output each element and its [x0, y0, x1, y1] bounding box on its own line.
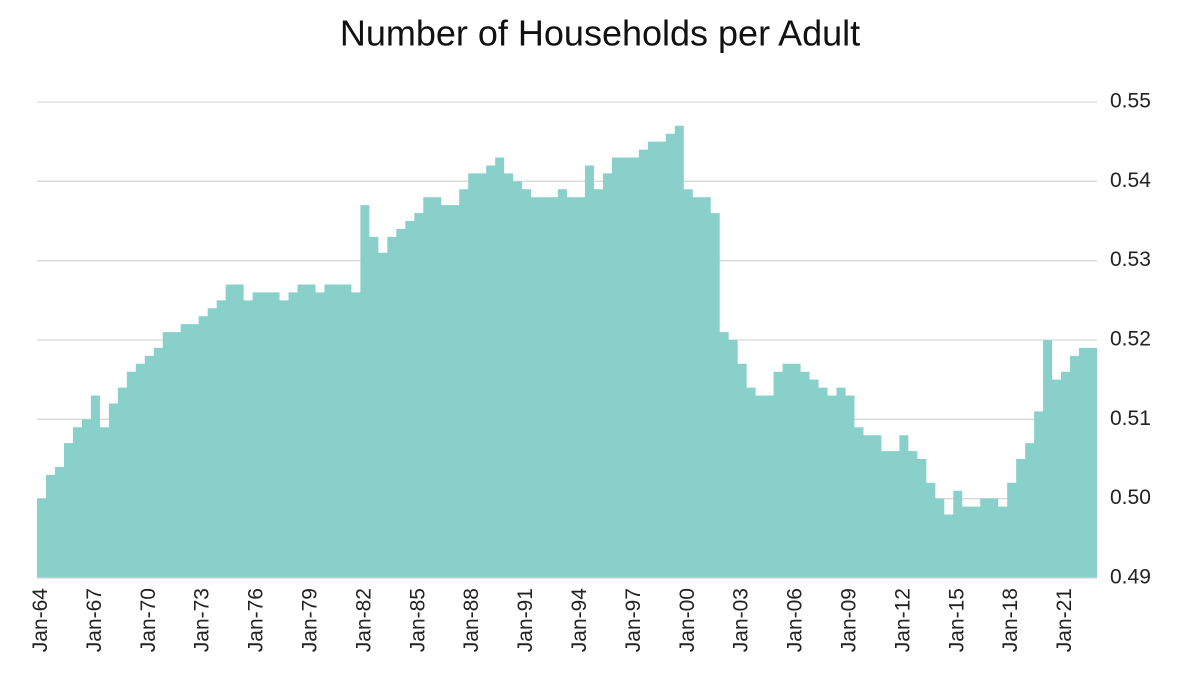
x-tick-label: Jan-94	[568, 588, 591, 653]
x-tick-label: Jan-73	[191, 588, 214, 652]
area	[37, 125, 1097, 579]
x-tick-label: Jan-70	[137, 588, 160, 652]
x-tick-label: Jan-18	[999, 588, 1022, 652]
x-tick-label: Jan-03	[730, 588, 753, 652]
x-tick-label: Jan-00	[676, 588, 699, 652]
x-tick-label: Jan-91	[514, 588, 537, 652]
x-tick-label: Jan-97	[622, 588, 645, 652]
x-tick-label: Jan-79	[299, 588, 322, 652]
y-tick-label: 0.49	[1110, 566, 1151, 589]
y-tick-label: 0.54	[1110, 169, 1151, 192]
x-tick-label: Jan-88	[460, 588, 483, 652]
y-tick-label: 0.50	[1110, 486, 1151, 509]
y-tick-label: 0.55	[1110, 90, 1151, 113]
x-tick-label: Jan-21	[1053, 588, 1076, 652]
x-tick-label: Jan-82	[352, 588, 375, 652]
x-tick-label: Jan-09	[838, 588, 861, 652]
x-tick-label: Jan-12	[891, 588, 914, 652]
x-tick-label: Jan-64	[29, 588, 52, 653]
x-tick-label: Jan-85	[406, 588, 429, 652]
x-tick-label: Jan-67	[83, 588, 106, 652]
x-tick-label: Jan-76	[245, 588, 268, 652]
chart-title: Number of Households per Adult	[340, 13, 860, 54]
x-tick-label: Jan-06	[784, 588, 807, 652]
x-tick-label: Jan-15	[945, 588, 968, 652]
y-tick-label: 0.52	[1110, 328, 1151, 351]
y-tick-label: 0.51	[1110, 407, 1151, 430]
y-tick-label: 0.53	[1110, 248, 1151, 271]
